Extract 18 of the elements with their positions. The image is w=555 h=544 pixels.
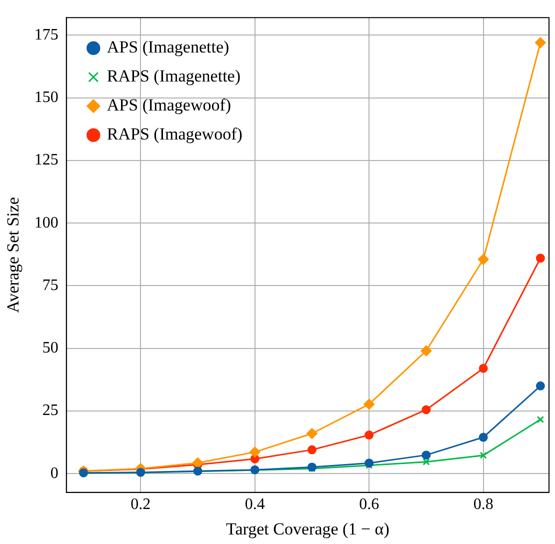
y-axis-title: Average Set Size xyxy=(4,197,23,313)
x-tick-label: 0.4 xyxy=(244,496,265,514)
legend-label: APS (Imagenette) xyxy=(106,38,230,57)
legend-label: APS (Imagewoof) xyxy=(106,96,232,115)
y-tick-label: 0 xyxy=(50,464,58,482)
x-tick-label: 0.6 xyxy=(359,496,380,514)
legend-label: RAPS (Imagenette) xyxy=(106,66,241,86)
y-tick-label: 100 xyxy=(34,214,58,232)
x-tick-label: 0.8 xyxy=(473,496,494,514)
y-tick-label: 175 xyxy=(34,26,58,44)
y-tick-label: 75 xyxy=(42,276,58,294)
y-tick-label: 25 xyxy=(42,402,58,420)
legend-label: RAPS (Imagewoof) xyxy=(106,124,242,144)
y-tick-label: 50 xyxy=(42,340,58,357)
x-tick-label: 0.2 xyxy=(130,496,151,514)
x-axis-title: Target Coverage (1 − α) xyxy=(226,519,390,538)
y-tick-label: 150 xyxy=(34,88,58,106)
y-tick-label: 125 xyxy=(34,152,58,169)
